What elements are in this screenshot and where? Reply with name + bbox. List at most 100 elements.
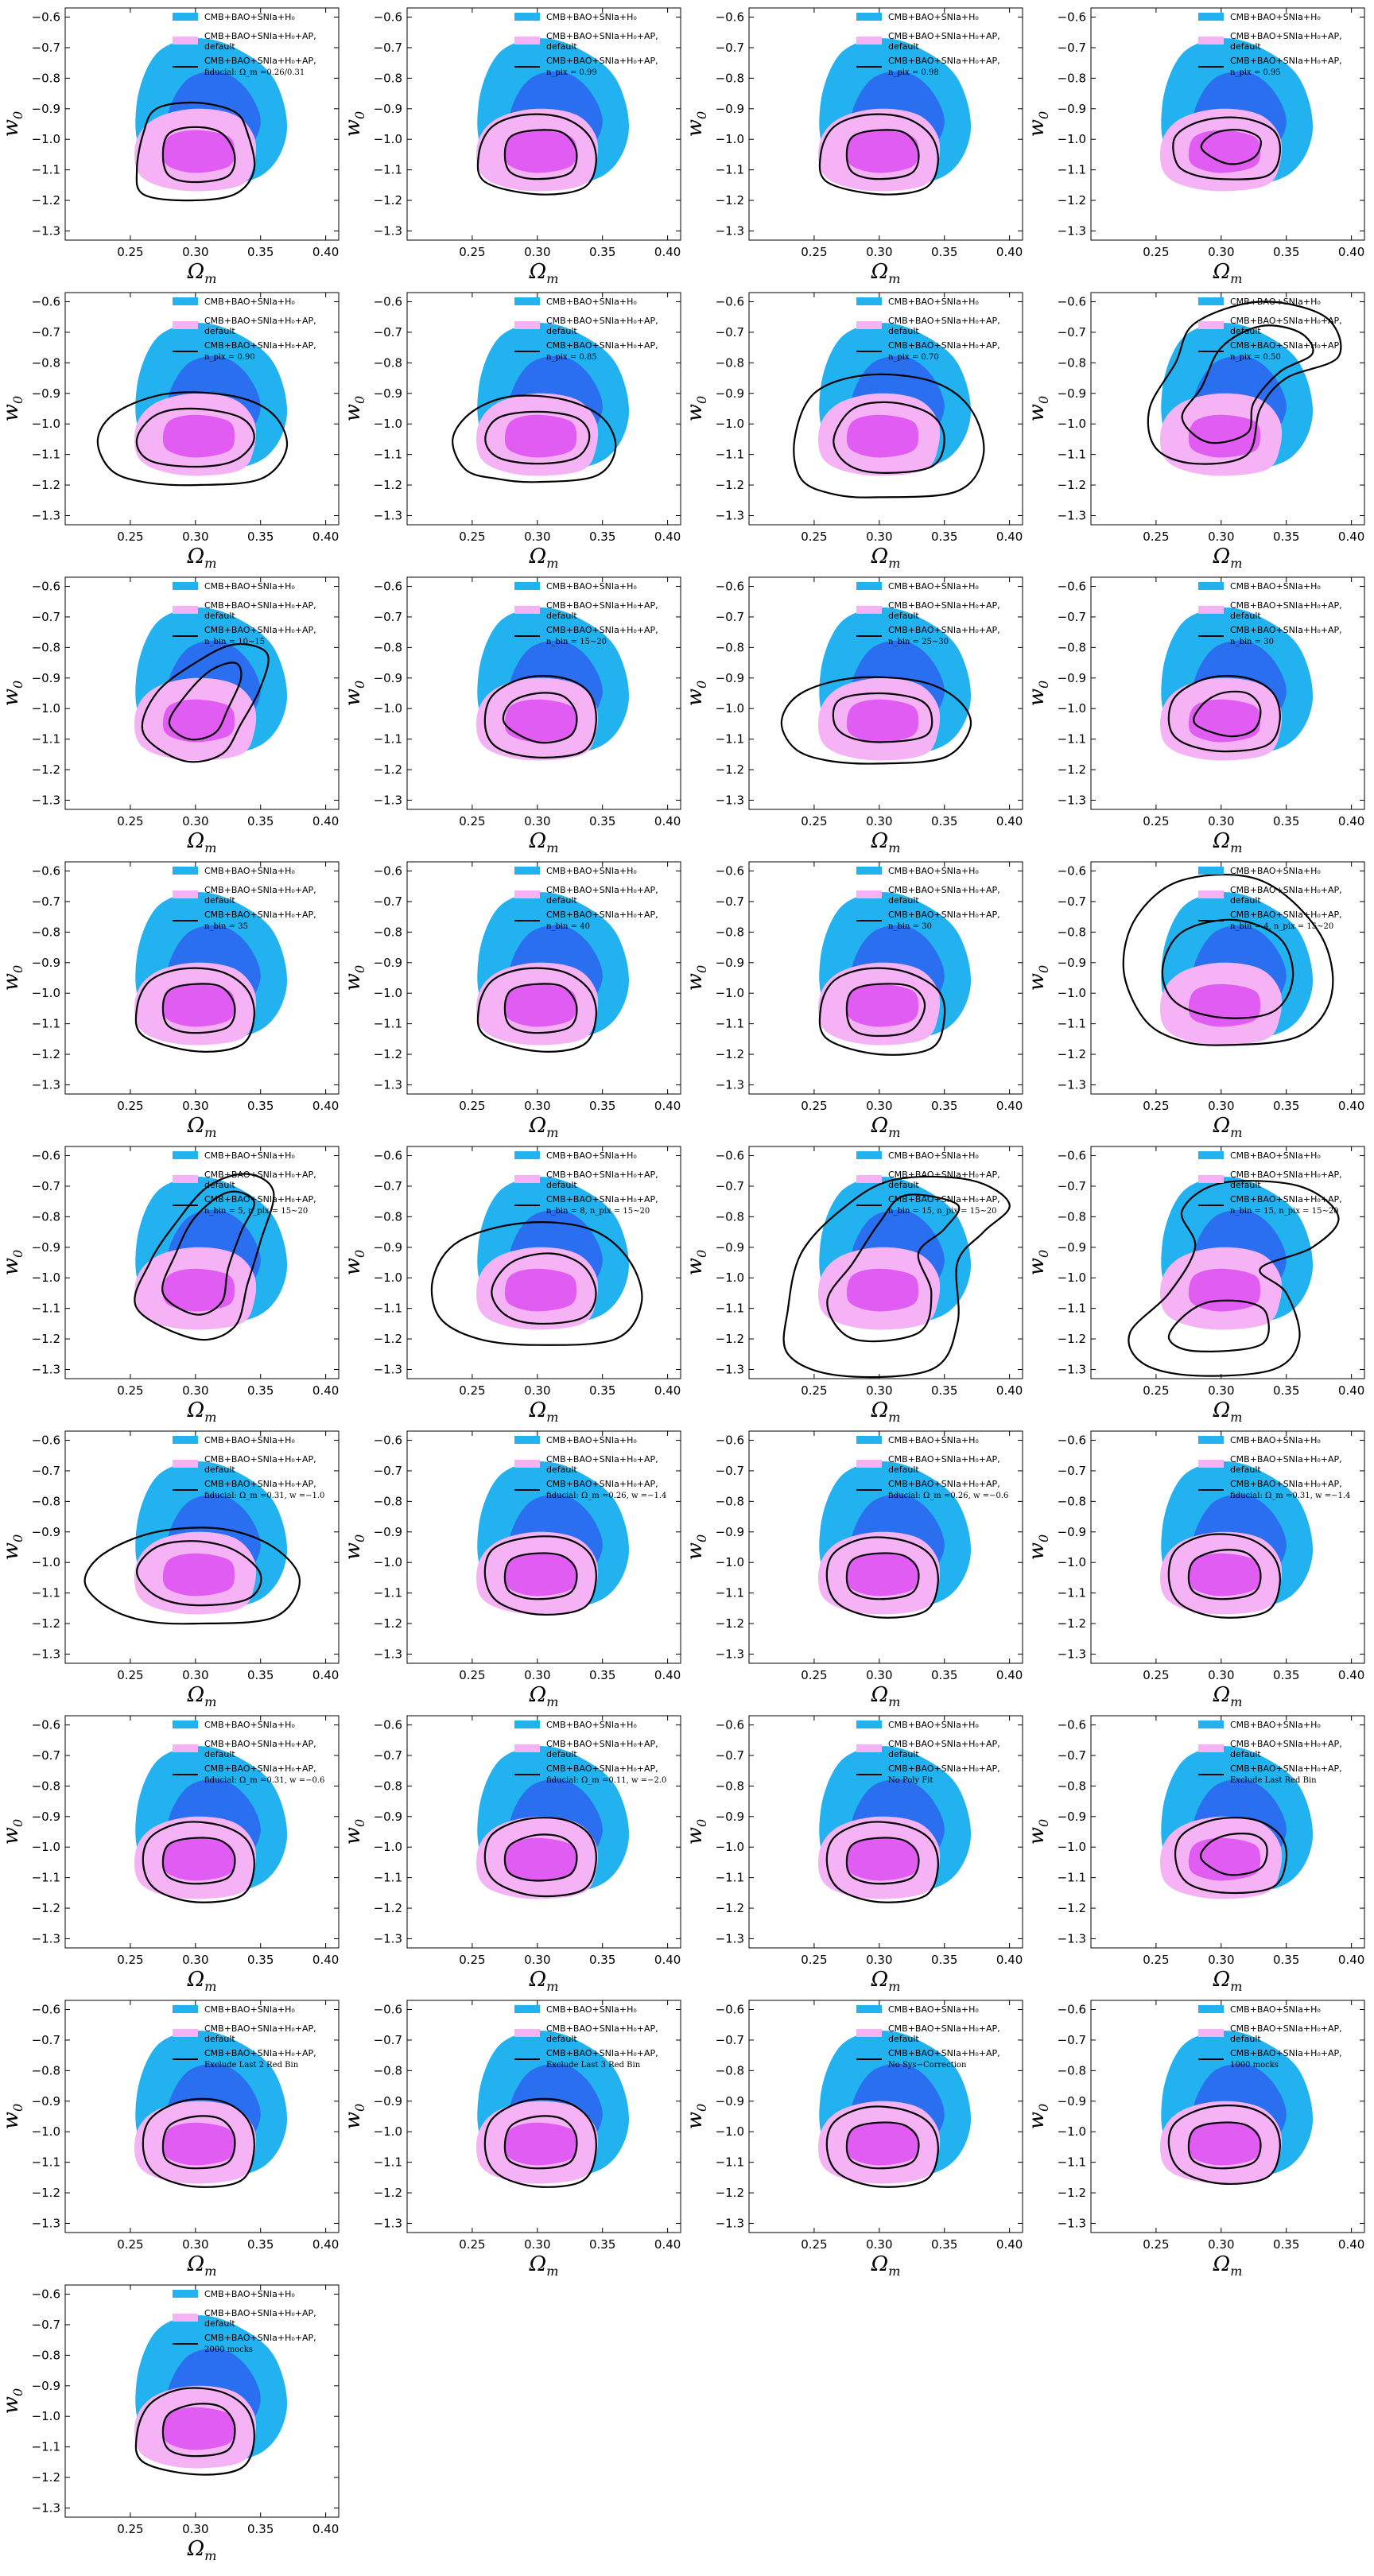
y-tick-label: −1.2 (374, 1047, 402, 1061)
test-contour-inner (135, 407, 255, 468)
test-contour-outer (142, 2097, 255, 2188)
test-contour-inner (503, 983, 578, 1034)
panel-19: 0.25 0.30 0.35 0.40 −0.6 −0.7 −0.8 −0.9 −1.0 −1.1… (683, 1146, 1023, 1425)
legend-label-test: CMB+BAO+SNIa+H₀+AP, (888, 340, 1000, 351)
legend-swatch-ap (173, 2314, 198, 2322)
plot-area (476, 1746, 630, 1899)
legend-label-ap: CMB+BAO+SNIa+H₀+AP, (204, 2308, 316, 2318)
legend: CMB+BAO+SNIa+H₀CMB+BAO+SNIa+H₀+AP,defaul… (514, 581, 658, 646)
y-tick-label: −0.6 (716, 295, 744, 309)
y-tick-label: −0.8 (32, 925, 60, 939)
plot-area (134, 2315, 288, 2476)
y-tick-label: −0.6 (374, 295, 402, 309)
y-tick-label: −1.2 (374, 1332, 402, 1346)
test-contour-outer (825, 1821, 939, 1903)
y-tick-label: −1.2 (374, 478, 402, 492)
legend-label-ap-default: default (1230, 326, 1261, 336)
legend: CMB+BAO+SNIa+H₀CMB+BAO+SNIa+H₀+AP,defaul… (173, 1435, 324, 1500)
y-tick-label: −0.7 (32, 1748, 60, 1763)
y-tick-label: −1.3 (716, 1077, 744, 1092)
y-tick-label: −0.8 (374, 2063, 402, 2077)
axes-frame (748, 576, 1023, 810)
legend-label-test-variant: 1000 mocks (1230, 2061, 1279, 2070)
y-tick-label: −1.2 (32, 1332, 60, 1346)
x-tick-label: 0.35 (589, 1099, 615, 1113)
plot-area (476, 607, 630, 761)
plot-area (780, 607, 972, 765)
y-axis-label: w0 (683, 965, 709, 991)
y-axis-label: w0 (0, 1819, 25, 1845)
legend-label-h0: CMB+BAO+SNIa+H₀ (1230, 1150, 1321, 1161)
plot-area (452, 323, 630, 483)
y-tick-label: −1.0 (716, 417, 744, 431)
plot-area (476, 892, 630, 1053)
y-tick-label: −1.2 (716, 1047, 744, 1061)
y-tick-label: −1.3 (374, 1647, 402, 1661)
x-tick-label: 0.25 (117, 814, 143, 828)
legend: CMB+BAO+SNIa+H₀CMB+BAO+SNIa+H₀+AP,defaul… (514, 866, 658, 931)
legend-label-ap: CMB+BAO+SNIa+H₀+AP, (204, 31, 316, 41)
y-tick-label: −1.3 (32, 2500, 60, 2515)
x-tick-label: 0.25 (1143, 1383, 1169, 1398)
test-contour-inner (161, 126, 236, 184)
legend-swatch-ap (856, 37, 882, 45)
plot-area (134, 38, 288, 202)
x-tick-label: 0.40 (1338, 1383, 1364, 1398)
legend: CMB+BAO+SNIa+H₀CMB+BAO+SNIa+H₀+AP,defaul… (1198, 297, 1342, 362)
y-axis-label: w0 (341, 965, 367, 991)
legend-swatch-h0 (1198, 1436, 1224, 1444)
legend-label-ap: CMB+BAO+SNIa+H₀+AP, (546, 1170, 658, 1180)
legend-label-test: CMB+BAO+SNIa+H₀+AP, (204, 56, 316, 66)
legend-swatch-ap (173, 1744, 198, 1752)
y-tick-label: −1.1 (716, 1017, 744, 1031)
y-tick-label: −0.9 (374, 1240, 402, 1255)
legend-label-test-variant: n_bin = 5, n_pix = 15∼20 (204, 1207, 308, 1216)
y-tick-label: −0.9 (374, 2094, 402, 2109)
y-tick-label: −1.0 (374, 2124, 402, 2139)
y-axis-label: w0 (683, 1819, 709, 1845)
x-tick-label: 0.25 (117, 530, 143, 544)
plot-area (1122, 873, 1334, 1046)
x-tick-label: 0.30 (524, 1668, 550, 1682)
panel-21: 0.25 0.30 0.35 0.40 −0.6 −0.7 −0.8 −0.9 −1.0 −1.1… (0, 1430, 340, 1709)
y-tick-label: −0.7 (716, 41, 744, 55)
y-tick-label: −1.0 (374, 417, 402, 431)
plot-area (96, 323, 289, 487)
legend-swatch-h0 (856, 582, 882, 590)
x-axis-label: Ωm (1213, 1968, 1243, 1994)
y-tick-label: −0.7 (32, 325, 60, 339)
y-tick-label: −0.6 (32, 864, 60, 879)
y-tick-label: −1.3 (374, 1362, 402, 1376)
y-tick-label: −1.2 (716, 2186, 744, 2200)
legend-label-ap-default: default (546, 895, 577, 906)
y-tick-label: −0.7 (716, 1748, 744, 1763)
ap-contour-inner (162, 1837, 235, 1881)
plot-area (476, 1461, 630, 1616)
x-axis-label: Ωm (529, 545, 559, 571)
y-tick-label: −1.2 (716, 1616, 744, 1631)
ap-contour-inner (1188, 130, 1260, 173)
legend-swatch-ap (856, 2029, 882, 2037)
legend-swatch-h0 (856, 297, 882, 305)
legend-label-test-variant: n_bin = 15, n_pix = 15∼20 (888, 1207, 997, 1216)
y-tick-label: −0.9 (374, 386, 402, 401)
ap-contour-inner (846, 2122, 918, 2166)
y-tick-label: −1.0 (374, 701, 402, 716)
test-contour-outer (818, 967, 946, 1056)
y-tick-label: −0.8 (374, 71, 402, 85)
ap-contour-inner (162, 1268, 235, 1312)
y-tick-label: −0.8 (374, 355, 402, 370)
panel-12: 0.25 0.30 0.35 0.40 −0.6 −0.7 −0.8 −0.9 −1.0 −1.1… (1025, 576, 1365, 855)
test-contour-outer (135, 101, 256, 202)
y-tick-label: −1.2 (32, 2186, 60, 2200)
x-tick-label: 0.30 (182, 1953, 208, 1967)
x-tick-label: 0.40 (312, 1668, 339, 1682)
legend-label-test-variant: n_pix = 0.85 (546, 353, 597, 362)
legend-label-h0: CMB+BAO+SNIa+H₀ (1230, 2004, 1321, 2015)
y-tick-label: −0.6 (32, 2287, 60, 2302)
y-tick-label: −1.1 (32, 163, 60, 177)
y-tick-label: −1.0 (716, 986, 744, 1000)
x-axis-label: Ωm (871, 1399, 901, 1425)
ap-contour-inner (1188, 2122, 1260, 2166)
x-axis-label: Ωm (1213, 1399, 1243, 1425)
